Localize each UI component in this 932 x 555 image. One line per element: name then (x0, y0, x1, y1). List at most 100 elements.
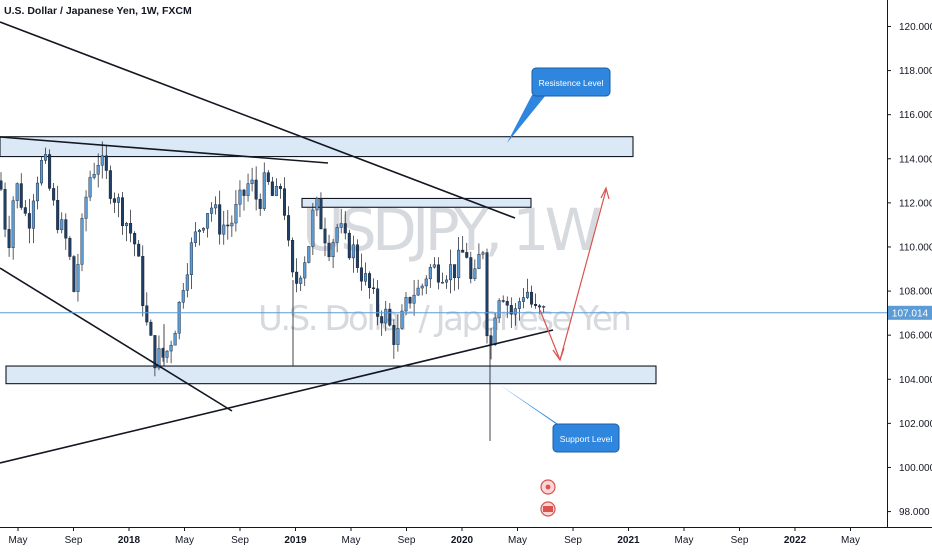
watermark-name: U.S. Dollar / Japanese Yen (258, 299, 632, 339)
candle (412, 280, 416, 316)
candle (7, 215, 11, 257)
candle (295, 258, 299, 293)
candle (278, 183, 282, 199)
candle (230, 215, 234, 237)
candle (72, 255, 76, 293)
candle (287, 206, 291, 247)
zones-layer (0, 136, 657, 385)
lower-descending-trendline[interactable] (0, 267, 233, 412)
projection-path[interactable] (539, 186, 610, 362)
candle (380, 310, 384, 336)
candle (396, 314, 400, 352)
candle (323, 217, 327, 257)
y-tick-label: 104.000 (899, 375, 932, 386)
candle (68, 236, 72, 260)
candle (27, 198, 31, 244)
candle (392, 319, 396, 359)
candle (177, 300, 181, 340)
upper-flat-trendline[interactable] (0, 136, 329, 164)
candle (432, 257, 436, 269)
candle (169, 340, 173, 364)
resistance-callout[interactable]: Resistence Level (507, 67, 611, 143)
candle (319, 192, 323, 230)
current-price-label: 107.014 (892, 308, 929, 319)
candle (526, 278, 530, 300)
candle (15, 182, 19, 209)
candle (449, 249, 453, 294)
candle (3, 182, 7, 238)
candle (0, 172, 3, 192)
candle (129, 209, 133, 243)
candle (250, 167, 254, 192)
candle (149, 319, 153, 336)
candle (416, 279, 420, 296)
candle (48, 149, 52, 191)
event-marker-earnings[interactable] (540, 479, 556, 495)
candle (307, 245, 311, 264)
candle (351, 235, 355, 273)
y-tick-label: 120.000 (899, 22, 932, 33)
candle (339, 208, 343, 234)
mid-resistance-zone[interactable] (301, 197, 532, 208)
time-axis[interactable]: May Sep 2018 May Sep 2019 May Sep 2020 May Sep 2021… (9, 527, 860, 546)
candle (408, 296, 412, 309)
candle (513, 303, 517, 326)
candle (428, 263, 432, 288)
candle (92, 162, 96, 180)
candle (145, 292, 149, 326)
y-tick-label: 108.000 (899, 287, 932, 298)
candle (112, 192, 116, 214)
candle (469, 251, 473, 284)
candle (56, 185, 60, 234)
y-tick-label: 102.000 (899, 419, 932, 430)
x-tick-label: Sep (564, 535, 582, 546)
event-marker-news[interactable] (540, 501, 556, 517)
candle (465, 242, 469, 259)
candle (185, 263, 189, 298)
candle (311, 202, 315, 255)
candle (137, 239, 141, 257)
candle (262, 162, 266, 212)
support-callout[interactable]: Support Level (500, 385, 620, 453)
candle (501, 295, 505, 303)
candle (120, 192, 124, 235)
candle (291, 237, 295, 278)
y-tick-label: 116.000 (899, 110, 932, 121)
candle (497, 298, 501, 323)
resistance-zone[interactable] (0, 136, 634, 158)
candle (197, 228, 201, 246)
candle (76, 253, 80, 302)
candle (517, 297, 521, 321)
candle (266, 170, 270, 185)
candle (404, 292, 408, 315)
candle (226, 210, 230, 240)
price-axis[interactable]: 98.000 100.000 102.000 104.000 106.000 108.00… (887, 22, 932, 518)
long-descending-trendline[interactable] (0, 21, 516, 219)
support-zone[interactable] (5, 365, 657, 385)
candle (133, 231, 137, 257)
x-tick-label: Sep (231, 535, 249, 546)
x-tick-label: May (508, 535, 527, 546)
x-tick-label: May (841, 535, 860, 546)
candle (299, 275, 303, 291)
candle (201, 227, 205, 234)
candle (477, 243, 481, 269)
candle (23, 199, 27, 217)
candle (189, 237, 193, 290)
y-tick-label: 100.000 (899, 463, 932, 474)
x-tick-label: Sep (731, 535, 749, 546)
candle (125, 221, 129, 242)
candle (80, 213, 84, 272)
x-tick-label: Sep (398, 535, 416, 546)
x-tick-label: 2018 (118, 535, 141, 546)
candle (485, 248, 489, 344)
candle (343, 211, 347, 240)
candles-layer (0, 141, 546, 442)
candle (60, 212, 64, 234)
candle (505, 296, 509, 318)
candle (436, 257, 440, 290)
candle (210, 202, 214, 222)
candle (453, 264, 457, 291)
ascending-support-trendline[interactable] (0, 329, 554, 464)
